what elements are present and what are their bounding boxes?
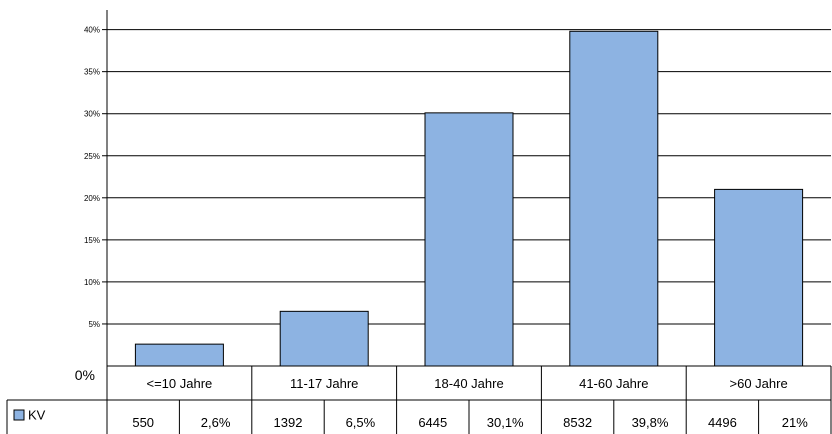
category-label: 41-60 Jahre bbox=[579, 376, 648, 391]
y-tick-label-zero: 0% bbox=[75, 367, 95, 383]
percent-cell: 39,8% bbox=[632, 415, 669, 430]
y-tick-label: 40% bbox=[84, 26, 100, 35]
percent-cell: 2,6% bbox=[201, 415, 231, 430]
count-cell: 4496 bbox=[708, 415, 737, 430]
count-cell: 8532 bbox=[563, 415, 592, 430]
y-axis: 0% 5% 10% 15% 20% 25% 30% 35% 40% bbox=[75, 10, 108, 383]
bar-3 bbox=[569, 30, 659, 367]
legend-swatch bbox=[13, 409, 25, 421]
bars bbox=[134, 30, 804, 367]
bar-0 bbox=[134, 343, 224, 367]
bar-2 bbox=[424, 112, 514, 367]
category-label: 11-17 Jahre bbox=[290, 376, 358, 391]
percent-cell: 6,5% bbox=[346, 415, 376, 430]
data-table: KV <=10 Jahre 550 2,6% 11-17 Jahre 1392 6,5% 18… bbox=[6, 366, 832, 434]
y-tick-label: 20% bbox=[84, 194, 100, 203]
percent-cell: 21% bbox=[782, 415, 808, 430]
count-cell: 6445 bbox=[418, 415, 447, 430]
y-tick-label: 5% bbox=[88, 320, 100, 329]
count-cell: 1392 bbox=[274, 415, 303, 430]
bar-4 bbox=[714, 188, 804, 367]
y-tick-label: 15% bbox=[84, 236, 100, 245]
legend-label: KV bbox=[28, 408, 46, 423]
y-tick-label: 35% bbox=[84, 68, 100, 77]
count-cell: 550 bbox=[132, 415, 154, 430]
percent-cell: 30,1% bbox=[487, 415, 524, 430]
y-tick-label: 10% bbox=[84, 278, 100, 287]
category-label: <=10 Jahre bbox=[147, 376, 213, 391]
y-tick-label: 25% bbox=[84, 152, 100, 161]
bar-1 bbox=[279, 310, 369, 367]
category-label: 18-40 Jahre bbox=[434, 376, 503, 391]
y-tick-label: 30% bbox=[84, 110, 100, 119]
category-label: >60 Jahre bbox=[730, 376, 788, 391]
